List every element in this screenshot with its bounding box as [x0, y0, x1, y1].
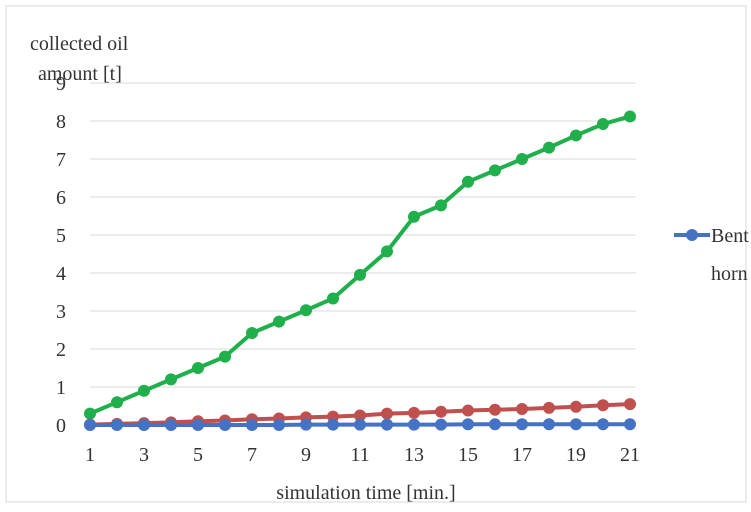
data-point [570, 129, 582, 142]
data-point [192, 362, 204, 374]
y-tick-label: 1 [56, 377, 66, 399]
data-point [624, 110, 636, 123]
data-point [462, 404, 474, 417]
data-point [624, 398, 636, 411]
y-tick-label: 9 [56, 73, 66, 95]
data-point [165, 419, 177, 431]
x-tick-label: 7 [247, 444, 257, 466]
y-tick-label: 7 [56, 149, 66, 171]
y-tick-label: 4 [56, 263, 66, 285]
data-point [354, 409, 366, 422]
data-point [624, 418, 636, 431]
data-point [300, 418, 312, 431]
legend-label-line-2: horn [711, 263, 748, 285]
series-3 [84, 110, 636, 420]
y-tick-label: 6 [56, 187, 66, 209]
data-point [381, 418, 393, 431]
data-point [327, 418, 339, 431]
data-point [516, 418, 528, 431]
x-tick-label: 9 [301, 444, 311, 466]
x-tick-label: 15 [458, 444, 478, 466]
data-point [246, 327, 258, 340]
y-tick-labels: 0 1 2 3 4 5 6 7 8 9 [56, 73, 66, 437]
legend: Bent horn [674, 225, 749, 285]
x-axis-label: simulation time [min.] [276, 482, 455, 504]
data-point [543, 141, 555, 154]
data-point [138, 384, 150, 397]
y-tick-label: 8 [56, 111, 66, 133]
chart-border [5, 5, 747, 503]
data-point [300, 304, 312, 317]
data-point [435, 405, 447, 418]
data-point [489, 164, 501, 177]
x-tick-label: 11 [350, 444, 369, 466]
x-tick-label: 21 [620, 444, 640, 466]
x-tick-label: 17 [512, 444, 532, 466]
data-point [435, 199, 447, 212]
legend-label-line-1: Bent [711, 225, 749, 247]
data-point [597, 418, 609, 431]
data-point [543, 418, 555, 431]
data-point [381, 407, 393, 420]
y-tick-label: 5 [56, 225, 66, 247]
data-point [408, 210, 420, 223]
data-point [84, 419, 96, 431]
data-point [381, 245, 393, 258]
data-point [273, 419, 285, 431]
data-point [597, 399, 609, 412]
data-point [516, 153, 528, 165]
data-point [246, 419, 258, 431]
legend-marker [686, 229, 698, 241]
data-point [111, 396, 123, 409]
data-point [219, 419, 231, 431]
x-tick-label: 19 [566, 444, 586, 466]
data-point [408, 406, 420, 419]
data-point [408, 418, 420, 431]
x-tick-label: 13 [404, 444, 424, 466]
data-point [435, 418, 447, 431]
data-point [597, 118, 609, 131]
data-point [543, 401, 555, 414]
data-point [219, 350, 231, 363]
data-point [489, 403, 501, 416]
y-tick-label: 2 [56, 339, 66, 361]
data-point [462, 418, 474, 431]
x-tick-label: 1 [85, 444, 95, 466]
y-tick-label: 3 [56, 301, 66, 323]
data-point [327, 292, 339, 305]
data-point [192, 419, 204, 431]
data-point [354, 268, 366, 281]
data-point [489, 418, 501, 431]
series-group [84, 110, 636, 431]
data-point [111, 419, 123, 431]
y-tick-label: 0 [56, 415, 66, 437]
data-point [165, 373, 177, 386]
data-point [516, 403, 528, 416]
data-point [138, 419, 150, 431]
y-axis-label-line-1: collected oil [30, 33, 129, 55]
data-point [354, 418, 366, 431]
y-axis-label-line-2: amount [t] [38, 63, 122, 85]
data-point [570, 418, 582, 431]
data-point [462, 175, 474, 188]
x-tick-label: 3 [139, 444, 149, 466]
data-point [84, 407, 96, 420]
series-1 [84, 418, 636, 431]
x-tick-labels: 1 3 5 7 9 11 13 15 17 19 21 [85, 444, 640, 466]
x-tick-label: 5 [193, 444, 203, 466]
data-point [273, 315, 285, 328]
data-point [570, 400, 582, 413]
